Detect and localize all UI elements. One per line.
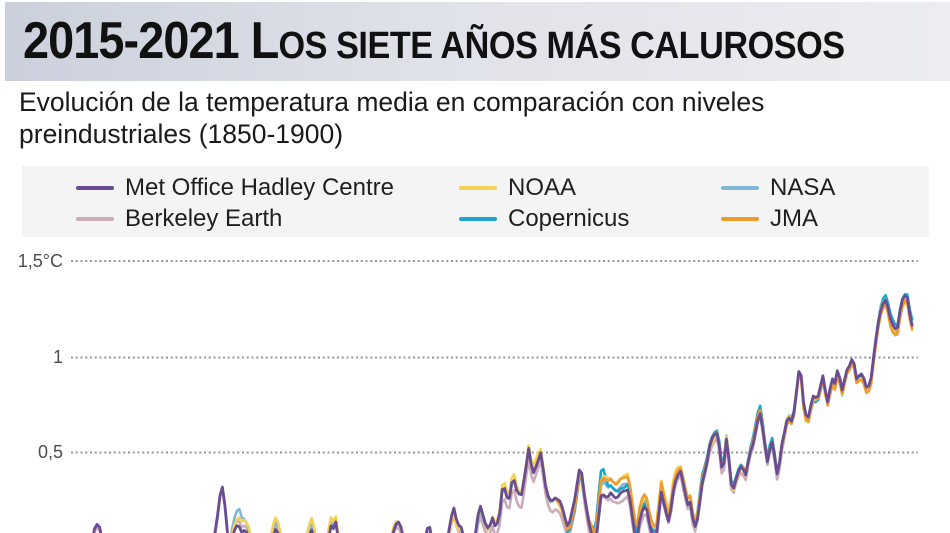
svg-text:0,5: 0,5 xyxy=(38,442,63,462)
svg-text:1,5°C: 1,5°C xyxy=(18,251,63,271)
svg-text:1: 1 xyxy=(53,347,63,367)
